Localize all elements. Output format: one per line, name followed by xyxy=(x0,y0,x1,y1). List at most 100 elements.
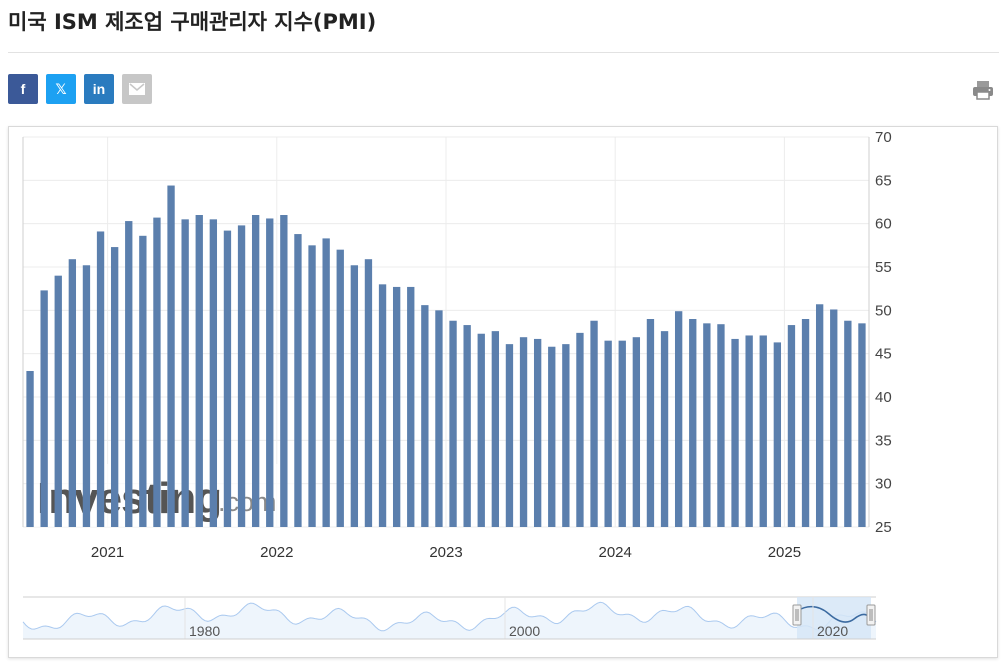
bar[interactable] xyxy=(703,323,711,527)
bar[interactable] xyxy=(392,286,401,527)
navigator-left-handle[interactable] xyxy=(792,604,802,626)
bar[interactable] xyxy=(590,320,598,527)
y-tick-label: 35 xyxy=(875,432,892,449)
x-tick-label: 2025 xyxy=(768,544,801,561)
navigator-x-label: 2020 xyxy=(817,623,848,639)
x-tick-label: 2023 xyxy=(429,544,462,561)
bar[interactable] xyxy=(308,245,316,527)
x-tick-label: 2021 xyxy=(91,544,124,561)
y-tick-label: 45 xyxy=(875,346,892,363)
x-tick-label: 2024 xyxy=(599,544,632,561)
bar[interactable] xyxy=(449,320,457,527)
bar[interactable] xyxy=(54,275,62,527)
bar[interactable] xyxy=(576,332,584,527)
bar[interactable] xyxy=(519,337,528,527)
bar[interactable] xyxy=(167,185,175,527)
bar[interactable] xyxy=(632,337,641,527)
navigator-area xyxy=(23,602,876,639)
bar[interactable] xyxy=(68,259,77,527)
navigator-right-handle[interactable] xyxy=(866,604,876,626)
printer-icon[interactable] xyxy=(971,78,995,102)
y-axis: 70 65 60 55 50 45 40 35 30 25 xyxy=(875,129,892,536)
linkedin-icon: in xyxy=(92,81,106,97)
bar[interactable] xyxy=(646,319,655,527)
facebook-share-button[interactable]: f xyxy=(8,74,38,104)
email-share-button[interactable] xyxy=(122,74,152,104)
bar[interactable] xyxy=(505,344,514,527)
bar[interactable] xyxy=(533,338,542,527)
bar[interactable] xyxy=(40,290,48,527)
y-tick-label: 55 xyxy=(875,259,892,276)
bar[interactable] xyxy=(548,346,556,527)
bars-layer xyxy=(26,185,866,528)
bar[interactable] xyxy=(435,310,443,527)
bar[interactable] xyxy=(604,340,612,527)
bar[interactable] xyxy=(153,217,161,527)
navigator-x-label: 1980 xyxy=(189,623,220,639)
linkedin-share-button[interactable]: in xyxy=(84,74,114,104)
bar[interactable] xyxy=(26,371,34,527)
bar[interactable] xyxy=(421,305,429,527)
bar[interactable] xyxy=(773,342,782,527)
page-title: 미국 ISM 제조업 구매관리자 지수(PMI) xyxy=(8,10,377,34)
bar[interactable] xyxy=(463,325,471,527)
y-tick-label: 50 xyxy=(875,302,892,319)
bar[interactable] xyxy=(209,219,218,527)
facebook-icon: f xyxy=(20,81,26,97)
bar[interactable] xyxy=(125,221,133,528)
bar[interactable] xyxy=(745,335,753,527)
bar[interactable] xyxy=(801,319,810,527)
y-tick-label: 60 xyxy=(875,216,892,233)
bar[interactable] xyxy=(364,259,373,527)
bar[interactable] xyxy=(689,319,697,527)
bar[interactable] xyxy=(660,331,669,527)
bar[interactable] xyxy=(294,234,302,528)
x-tick-label: 2022 xyxy=(260,544,293,561)
y-tick-label: 40 xyxy=(875,389,892,406)
bar[interactable] xyxy=(787,325,796,527)
bar[interactable] xyxy=(618,340,626,527)
y-tick-label: 70 xyxy=(875,129,892,146)
bar[interactable] xyxy=(110,247,119,528)
y-tick-label: 25 xyxy=(875,519,892,536)
bar[interactable] xyxy=(477,333,485,527)
title-divider xyxy=(8,52,999,53)
bar[interactable] xyxy=(759,335,767,527)
bar[interactable] xyxy=(139,235,147,528)
bar[interactable] xyxy=(82,265,91,527)
bar[interactable] xyxy=(830,309,838,527)
bar[interactable] xyxy=(336,249,344,527)
bar[interactable] xyxy=(717,324,725,527)
bar[interactable] xyxy=(350,265,359,527)
navigator[interactable]: 1980 2000 2020 xyxy=(22,596,877,640)
bar[interactable] xyxy=(731,338,739,527)
x-icon: 𝕏 xyxy=(55,80,67,97)
bar[interactable] xyxy=(674,311,683,527)
bar[interactable] xyxy=(322,238,330,527)
bar[interactable] xyxy=(96,231,105,527)
bar[interactable] xyxy=(181,219,189,527)
bar[interactable] xyxy=(562,344,570,527)
bar[interactable] xyxy=(491,331,500,527)
navigator-x-label: 2000 xyxy=(509,623,540,639)
bar[interactable] xyxy=(195,215,203,527)
x-share-button[interactable]: 𝕏 xyxy=(46,74,76,104)
bar[interactable] xyxy=(378,284,387,527)
bar[interactable] xyxy=(223,230,232,527)
bar[interactable] xyxy=(266,218,274,527)
share-bar: f 𝕏 in xyxy=(8,74,152,104)
bar[interactable] xyxy=(237,225,246,527)
bar[interactable] xyxy=(407,286,415,527)
y-tick-label: 65 xyxy=(875,172,892,189)
x-axis: 2021 2022 2023 2024 2025 xyxy=(91,544,801,561)
y-tick-label: 30 xyxy=(875,476,892,493)
bar[interactable] xyxy=(844,320,852,527)
bar[interactable] xyxy=(815,304,824,527)
bar[interactable] xyxy=(280,215,288,527)
bar[interactable] xyxy=(858,323,866,527)
navigator-series-line xyxy=(22,601,877,632)
bar[interactable] xyxy=(251,215,260,527)
envelope-icon xyxy=(129,83,145,95)
